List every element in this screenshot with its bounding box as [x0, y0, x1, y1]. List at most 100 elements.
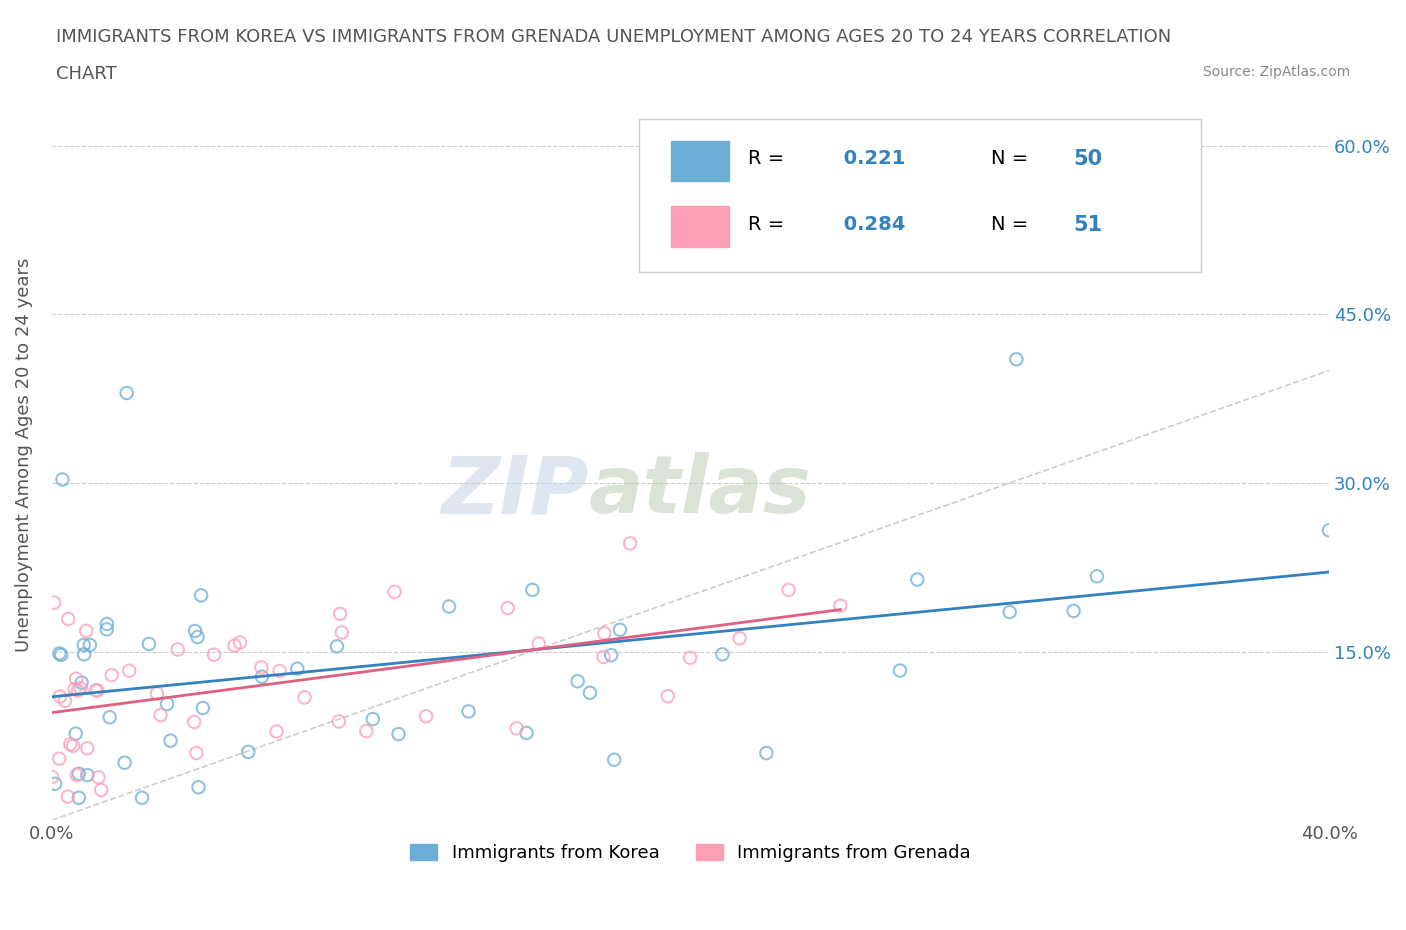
Point	[266, 724, 288, 739]
Point	[44, 595, 66, 610]
Point	[138, 636, 160, 651]
Point	[387, 726, 409, 741]
Point	[778, 582, 800, 597]
Point	[527, 636, 550, 651]
Point	[728, 631, 751, 645]
Point	[187, 779, 209, 794]
Point	[51, 647, 73, 662]
Point	[1317, 523, 1340, 538]
Point	[146, 686, 169, 701]
Text: 50: 50	[1074, 149, 1102, 169]
Point	[76, 767, 98, 782]
Point	[149, 708, 172, 723]
Point	[755, 746, 778, 761]
Point	[889, 663, 911, 678]
Point	[44, 777, 66, 791]
Point	[186, 746, 208, 761]
Point	[49, 689, 72, 704]
Point	[67, 790, 90, 805]
Y-axis label: Unemployment Among Ages 20 to 24 years: Unemployment Among Ages 20 to 24 years	[15, 258, 32, 652]
Point	[609, 622, 631, 637]
Point	[361, 711, 384, 726]
Point	[522, 582, 544, 597]
Point	[202, 647, 225, 662]
Point	[1085, 569, 1108, 584]
Point	[73, 647, 96, 662]
Point	[84, 683, 107, 698]
Text: R =: R =	[748, 215, 785, 234]
Text: N =: N =	[991, 215, 1028, 234]
Point	[65, 671, 87, 686]
Point	[56, 790, 79, 804]
Point	[294, 690, 316, 705]
Point	[711, 647, 734, 662]
Text: Source: ZipAtlas.com: Source: ZipAtlas.com	[1202, 65, 1350, 79]
Point	[191, 700, 214, 715]
Point	[657, 689, 679, 704]
Point	[600, 648, 623, 663]
Point	[96, 617, 118, 631]
Point	[619, 536, 641, 551]
Point	[415, 709, 437, 724]
Point	[238, 745, 260, 760]
Point	[48, 646, 70, 661]
Point	[86, 683, 108, 698]
Point	[59, 737, 82, 751]
Point	[98, 710, 121, 724]
Point	[330, 625, 353, 640]
Point	[48, 751, 70, 766]
Point	[224, 638, 246, 653]
Point	[67, 684, 90, 698]
Text: 0.284: 0.284	[837, 215, 905, 234]
Point	[67, 766, 90, 781]
Text: atlas: atlas	[588, 452, 811, 530]
Point	[166, 642, 188, 657]
Point	[58, 612, 80, 627]
Point	[567, 673, 589, 688]
Point	[131, 790, 153, 805]
Point	[1063, 604, 1085, 618]
Point	[329, 606, 352, 621]
Text: IMMIGRANTS FROM KOREA VS IMMIGRANTS FROM GRENADA UNEMPLOYMENT AMONG AGES 20 TO 2: IMMIGRANTS FROM KOREA VS IMMIGRANTS FROM…	[56, 28, 1171, 46]
Point	[592, 649, 614, 664]
Point	[51, 472, 73, 487]
Point	[384, 584, 406, 599]
Point	[76, 741, 98, 756]
Point	[593, 626, 616, 641]
Point	[515, 725, 537, 740]
Point	[66, 767, 89, 782]
Point	[63, 682, 86, 697]
Point	[356, 724, 378, 738]
Point	[579, 685, 602, 700]
Point	[96, 622, 118, 637]
Point	[69, 681, 91, 696]
Point	[118, 663, 141, 678]
Text: 51: 51	[1074, 215, 1102, 234]
Point	[496, 601, 519, 616]
Point	[65, 726, 87, 741]
Point	[905, 572, 928, 587]
Point	[87, 770, 110, 785]
Legend: Immigrants from Korea, Immigrants from Grenada: Immigrants from Korea, Immigrants from G…	[404, 837, 979, 870]
Point	[73, 638, 96, 653]
Text: ZIP: ZIP	[441, 452, 588, 530]
Point	[62, 738, 84, 753]
Point	[830, 598, 852, 613]
Point	[156, 697, 179, 711]
Point	[437, 599, 460, 614]
Point	[101, 668, 124, 683]
Point	[114, 755, 136, 770]
Point	[115, 386, 138, 401]
Point	[90, 782, 112, 797]
Text: CHART: CHART	[56, 65, 117, 83]
Point	[679, 650, 702, 665]
Point	[250, 670, 273, 684]
Bar	[671, 140, 728, 180]
Point	[285, 661, 308, 676]
Point	[70, 675, 93, 690]
Point	[183, 714, 205, 729]
Bar	[671, 206, 728, 246]
Text: 0.221: 0.221	[837, 150, 905, 168]
Point	[229, 635, 252, 650]
Point	[75, 623, 97, 638]
